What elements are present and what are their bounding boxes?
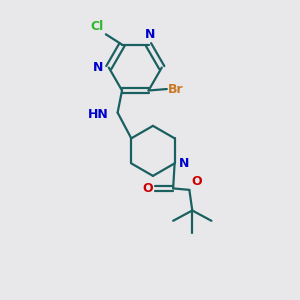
Text: Cl: Cl (90, 20, 104, 33)
Text: HN: HN (88, 108, 109, 121)
Text: O: O (142, 182, 152, 195)
Text: O: O (191, 175, 202, 188)
Text: N: N (179, 157, 189, 170)
Text: Br: Br (168, 82, 184, 95)
Text: N: N (93, 61, 104, 74)
Text: N: N (145, 28, 155, 41)
